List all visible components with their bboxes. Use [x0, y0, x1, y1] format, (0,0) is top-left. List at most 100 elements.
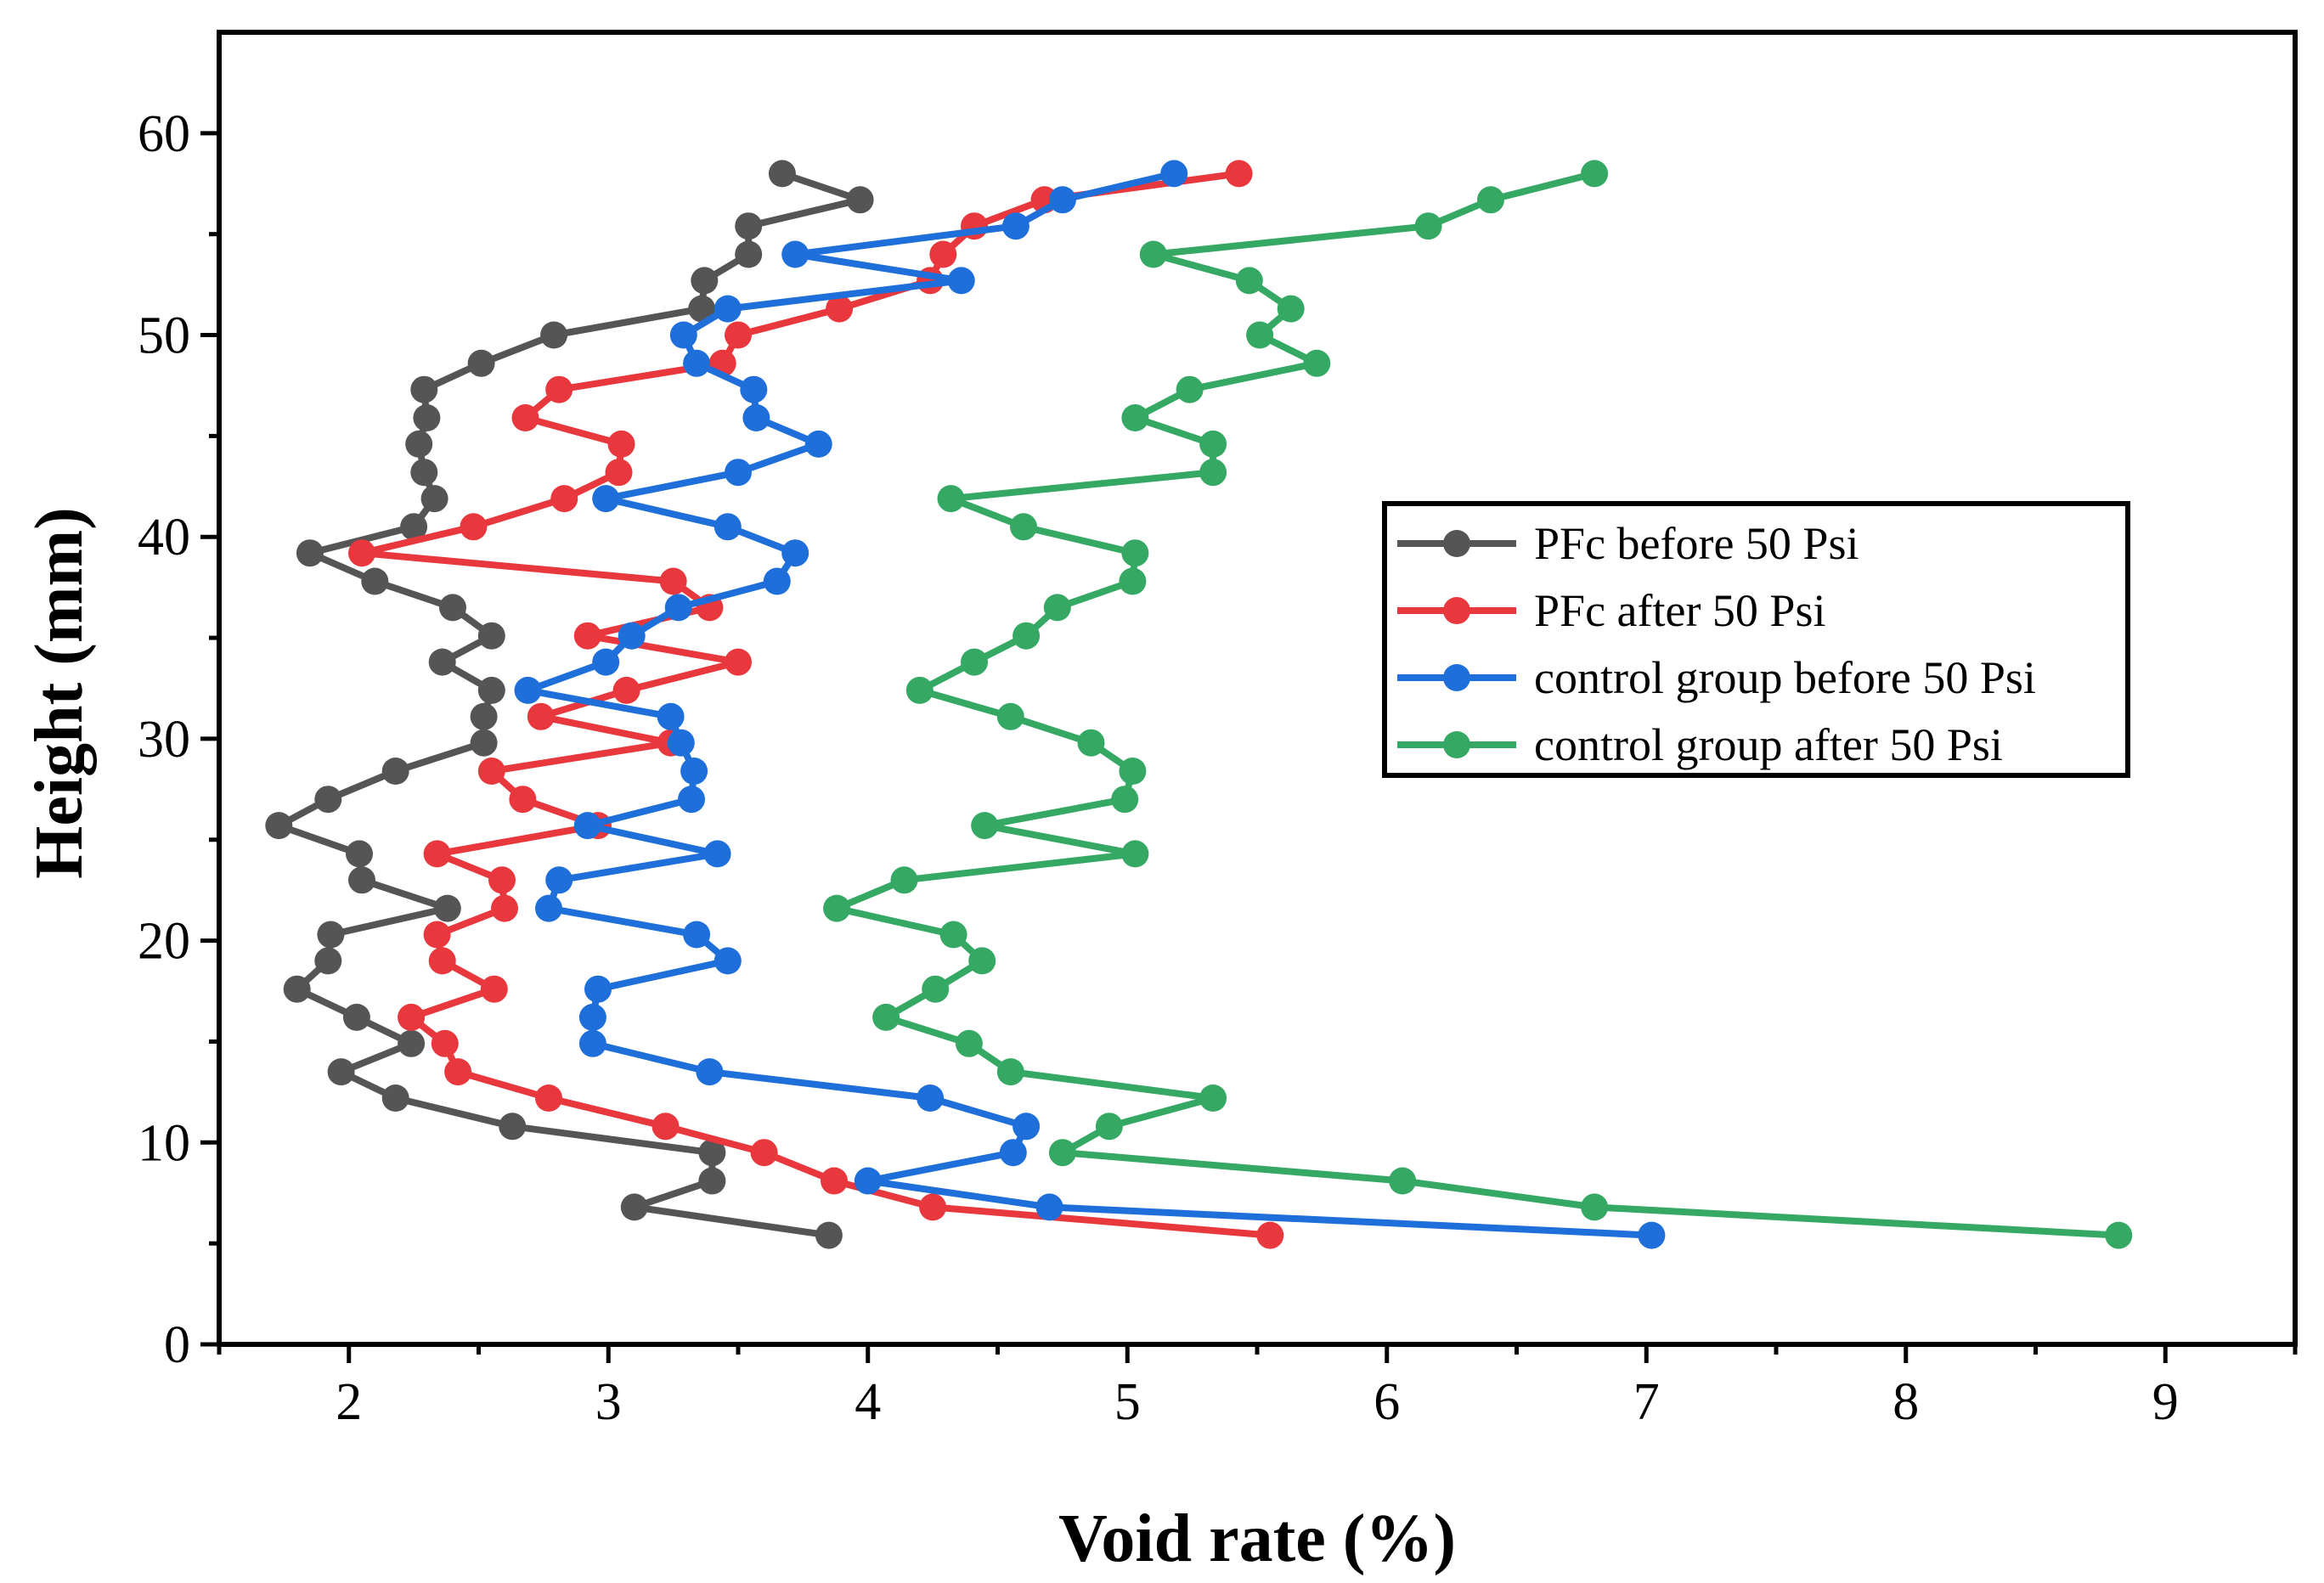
series-4-point	[905, 676, 934, 704]
series-2-point	[423, 840, 451, 868]
series-4-point	[1277, 295, 1305, 323]
x-axis-title: Void rate (%)	[1058, 1501, 1456, 1576]
series-4-point	[1077, 729, 1105, 757]
series-4-point	[996, 1058, 1024, 1086]
series-2-point	[929, 240, 957, 268]
series-3-point	[667, 729, 695, 757]
series-4-point	[1414, 212, 1442, 240]
series-2-point	[545, 375, 573, 403]
series-1-point	[735, 212, 763, 240]
series-1-point	[265, 812, 293, 840]
series-4-point	[1119, 567, 1147, 595]
legend-swatch-marker	[1443, 597, 1470, 624]
series-3-point	[999, 1139, 1027, 1167]
series-4-point	[1111, 786, 1139, 814]
series-2-point	[444, 1058, 472, 1086]
series-2-point	[1225, 160, 1253, 188]
series-1-point	[381, 758, 409, 785]
series-2-point	[488, 866, 516, 894]
series-3-point	[1638, 1221, 1666, 1249]
series-1-point	[620, 1193, 648, 1221]
series-2-point	[398, 1003, 426, 1031]
series-4-point	[1121, 404, 1149, 431]
series-2-point	[919, 1193, 947, 1221]
y-tick-label: 20	[138, 913, 190, 971]
x-tick-label: 7	[1633, 1373, 1660, 1431]
series-3-point	[592, 648, 620, 676]
legend-swatch-marker	[1443, 731, 1470, 758]
series-1-point	[540, 321, 568, 349]
x-tick-label: 8	[1892, 1373, 1919, 1431]
series-4-point	[890, 866, 918, 894]
series-2-point	[348, 539, 375, 567]
series-2-point	[460, 513, 488, 541]
series-3-point	[854, 1167, 882, 1195]
series-3-point	[669, 321, 697, 349]
series-1-point	[499, 1113, 527, 1141]
series-4-point	[1121, 840, 1149, 868]
series-1-point	[846, 186, 874, 214]
series-3-point	[740, 375, 768, 403]
series-2-point	[535, 1084, 562, 1112]
series-3-point	[514, 676, 542, 704]
legend-label: control group after 50 Psi	[1534, 719, 2003, 770]
series-4-point	[1477, 186, 1504, 214]
series-4-point	[1013, 622, 1041, 650]
series-4-point	[1246, 321, 1274, 349]
series-3-point	[714, 947, 742, 975]
series-4-point	[939, 921, 967, 949]
series-2-point	[527, 702, 555, 730]
series-1-point	[467, 349, 495, 377]
series-4-point	[1581, 1193, 1609, 1221]
series-2-point	[423, 921, 451, 949]
series-3-point	[578, 1029, 606, 1057]
series-1-point	[439, 594, 466, 622]
series-4-point	[1121, 539, 1149, 567]
series-4-point	[1199, 430, 1227, 458]
series-3-point	[696, 1058, 724, 1086]
series-3-point	[618, 622, 646, 650]
series-4-point	[1176, 375, 1204, 403]
legend-item-4: control group after 50 Psi	[1397, 719, 2003, 770]
series-1-point	[398, 1029, 426, 1057]
series-2-point	[750, 1139, 778, 1167]
series-2-point	[491, 894, 518, 922]
series-3-point	[703, 840, 731, 868]
series-4-point	[955, 1029, 983, 1057]
series-3-point	[804, 430, 832, 458]
series-2-point	[511, 404, 539, 431]
series-3-line	[524, 170, 1652, 1239]
series-2-point	[612, 676, 640, 704]
series-3-point	[545, 866, 573, 894]
y-tick-label: 30	[138, 711, 190, 769]
legend-label: PFc before 50 Psi	[1534, 518, 1859, 569]
y-tick-label: 60	[138, 105, 190, 163]
series-3-point	[683, 921, 711, 949]
y-tick-label: 40	[138, 509, 190, 566]
series-1-point	[410, 459, 438, 487]
series-3-point	[714, 513, 742, 541]
series-2-point	[725, 321, 752, 349]
series-1-point	[477, 676, 505, 704]
series-2-point	[1256, 1221, 1284, 1249]
y-tick-label: 10	[138, 1114, 190, 1172]
legend-label: control group before 50 Psi	[1534, 652, 2036, 703]
y-tick-label: 50	[138, 307, 190, 365]
series-3-point	[742, 404, 770, 431]
series-1-point	[688, 295, 716, 323]
series-1-point	[296, 539, 324, 567]
series-1-point	[698, 1167, 726, 1195]
series-4-point	[1389, 1167, 1417, 1195]
series-1-point	[283, 975, 311, 1003]
series-2-point	[573, 622, 601, 650]
series-3-point	[763, 567, 791, 595]
series-3-point	[917, 1084, 945, 1112]
series-4-point	[1095, 1113, 1123, 1141]
legend-swatch-marker	[1443, 664, 1470, 691]
series-4-point	[1119, 758, 1147, 785]
series-4-point	[1048, 1139, 1076, 1167]
series-3-point	[1013, 1113, 1041, 1141]
y-tick-label: 0	[164, 1316, 190, 1374]
